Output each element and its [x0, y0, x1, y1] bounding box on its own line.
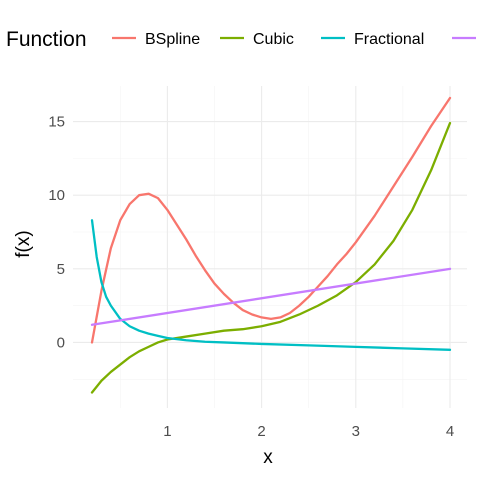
x-tick-label: 2: [257, 423, 265, 440]
legend-label-cubic: Cubic: [253, 31, 294, 48]
x-axis: 1 2 3 4: [163, 423, 454, 440]
legend: Function BSpline Cubic Fractional: [6, 28, 476, 51]
series-line-fractional: [90, 219, 452, 351]
y-axis: 0 5 10 15: [48, 114, 65, 352]
x-tick-label: 3: [352, 423, 360, 440]
series-line-series-4: [90, 267, 452, 326]
legend-item-cubic: Cubic: [220, 31, 294, 48]
y-tick-label: 0: [57, 334, 65, 351]
y-tick-label: 15: [48, 114, 65, 131]
legend-label-bspline: BSpline: [145, 31, 200, 48]
y-axis-title: f(x): [13, 230, 34, 257]
legend-item-fractional: Fractional: [321, 31, 424, 48]
legend-item-bspline: BSpline: [112, 31, 200, 48]
x-tick-label: 4: [446, 423, 454, 440]
x-axis-title: x: [263, 447, 273, 468]
legend-title: Function: [6, 28, 87, 51]
x-tick-label: 1: [163, 423, 171, 440]
series-line-cubic: [90, 121, 452, 394]
series-line-bspline: [90, 96, 452, 344]
legend-label-fractional: Fractional: [354, 31, 424, 48]
grid-minor: [73, 86, 467, 408]
y-tick-label: 10: [48, 187, 65, 204]
plot-area: [73, 86, 467, 408]
series-layer: [90, 96, 452, 394]
y-tick-label: 5: [57, 261, 65, 278]
legend-items: BSpline Cubic Fractional: [112, 31, 476, 48]
